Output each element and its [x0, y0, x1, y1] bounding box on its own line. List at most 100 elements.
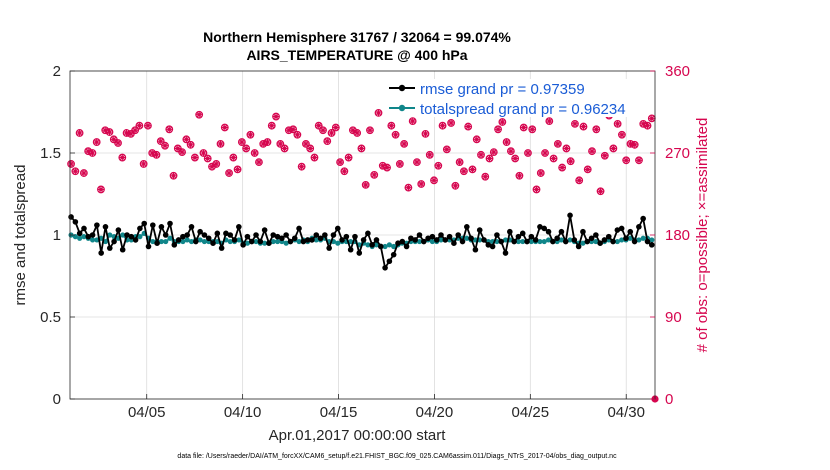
- y-ticks: 0 0.5 1 1.5 2: [40, 63, 75, 408]
- obs-possible-marker: [323, 137, 332, 146]
- rmse-point: [571, 237, 578, 243]
- obs-possible-marker: [374, 109, 383, 117]
- obs-possible-marker: [588, 147, 596, 156]
- y-tick-label: 1: [53, 227, 61, 244]
- obs-assimilated-marker: [268, 122, 275, 129]
- obs-assimilated-marker: [375, 109, 382, 117]
- obs-assimilated-marker: [516, 172, 523, 179]
- obs-assimilated-marker: [550, 155, 557, 162]
- legend-spread-marker: [398, 104, 406, 112]
- obs-assimilated-marker: [332, 124, 340, 131]
- rmse-point: [201, 232, 208, 238]
- obs-assimilated-marker: [140, 160, 147, 168]
- obs-possible-marker: [327, 129, 336, 137]
- obs-assimilated-marker: [490, 148, 498, 156]
- totalspread-point: [120, 232, 126, 238]
- obs-assimilated-marker: [558, 164, 566, 171]
- obs-assimilated-marker: [422, 130, 429, 138]
- obs-possible-marker: [622, 156, 631, 165]
- obs-possible-marker: [425, 150, 434, 159]
- y-right-tick-label: 0: [665, 391, 673, 408]
- obs-possible-marker: [524, 149, 532, 157]
- obs-assimilated-marker: [418, 180, 425, 188]
- totalspread-point: [163, 238, 169, 245]
- rmse-point: [119, 246, 126, 253]
- rmse-point: [115, 227, 122, 233]
- obs-assimilated-marker: [213, 160, 220, 168]
- obs-assimilated-marker: [251, 149, 258, 157]
- obs-assimilated-marker: [601, 152, 609, 159]
- obs-possible-marker: [635, 156, 643, 165]
- rmse-point: [403, 243, 410, 250]
- obs-assimilated-marker: [486, 155, 493, 162]
- obs-possible-marker: [395, 160, 404, 168]
- obs-assimilated-marker: [644, 122, 651, 129]
- rmse-point: [322, 232, 328, 238]
- rmse-point: [580, 228, 586, 235]
- rmse-point: [377, 243, 384, 250]
- totalspread-point: [614, 238, 620, 245]
- obs-possible-marker: [250, 149, 259, 157]
- obs-assimilated-marker: [507, 147, 515, 155]
- totalspread-point: [158, 238, 165, 245]
- rmse-point: [562, 238, 569, 245]
- obs-possible-marker: [596, 187, 605, 196]
- obs-possible-marker: [532, 185, 541, 194]
- obs-possible-marker: [310, 153, 319, 162]
- obs-assimilated-marker: [170, 172, 177, 179]
- obs-possible-marker: [242, 144, 251, 153]
- rmse-point: [610, 238, 616, 245]
- rmse-point: [416, 232, 423, 238]
- obs-possible-marker: [225, 169, 233, 177]
- x-ticks: 04/05 04/10 04/15 04/20 04/25 04/30: [128, 394, 645, 421]
- obs-possible-marker: [259, 139, 268, 148]
- obs-assimilated-marker: [161, 142, 169, 149]
- obs-assimilated-marker: [336, 158, 344, 166]
- obs-possible-marker: [220, 123, 229, 132]
- obs-possible-marker: [229, 153, 238, 162]
- rmse-point: [102, 224, 109, 230]
- y-axis-right-label: # of obs: o=possible; ×=assimilated: [694, 118, 711, 353]
- obs-possible-marker: [613, 119, 622, 128]
- obs-assimilated-marker: [166, 126, 173, 133]
- rmse-point: [300, 238, 307, 245]
- rmse-point: [214, 230, 221, 237]
- totalspread-point: [244, 240, 251, 246]
- rmse-point: [141, 220, 148, 227]
- rmse-point: [408, 235, 414, 242]
- obs-assimilated-marker: [217, 140, 224, 148]
- rmse-point: [356, 250, 363, 256]
- rmse-point: [476, 227, 483, 233]
- obs-possible-marker: [357, 144, 366, 153]
- x-tick-label: 04/20: [416, 404, 454, 421]
- rmse-point: [175, 237, 182, 243]
- rmse-point: [369, 242, 375, 248]
- obs-assimilated-marker: [379, 162, 386, 169]
- rmse-point: [261, 227, 268, 233]
- obs-possible-marker: [361, 180, 370, 189]
- obs-possible-marker: [451, 181, 460, 190]
- obs-assimilated-marker: [285, 127, 293, 134]
- obs-assimilated-marker: [67, 160, 75, 168]
- obs-possible-marker: [515, 171, 524, 180]
- rmse-point: [360, 237, 367, 243]
- rmse-point: [373, 237, 380, 243]
- obs-assimilated-marker: [294, 131, 301, 138]
- rmse-point: [266, 240, 272, 246]
- rmse-point: [494, 232, 500, 238]
- obs-possible-marker: [511, 154, 520, 163]
- legend-box: [386, 79, 648, 117]
- obs-possible-marker: [519, 123, 528, 132]
- rmse-point: [601, 237, 608, 243]
- obs-assimilated-marker: [183, 136, 190, 143]
- totalspread-point: [296, 238, 302, 245]
- rmse-point: [537, 224, 543, 230]
- rmse-point: [438, 232, 444, 238]
- obs-assimilated-marker: [362, 181, 369, 189]
- rmse-point: [524, 238, 530, 245]
- y-tick-label: 2: [53, 63, 61, 80]
- obs-possible-marker: [92, 138, 101, 146]
- totalspread-point: [137, 234, 143, 240]
- obs-possible-marker: [88, 149, 97, 157]
- obs-possible-marker: [105, 128, 114, 136]
